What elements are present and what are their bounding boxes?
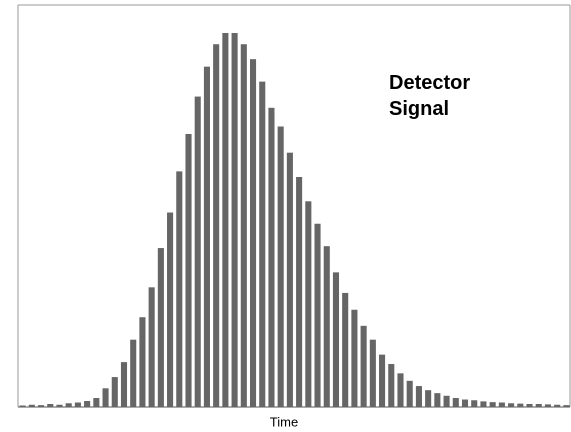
- bar: [268, 107, 275, 408]
- bar: [425, 390, 432, 407]
- bar: [47, 404, 54, 407]
- bar: [93, 398, 100, 407]
- bar: [157, 248, 164, 407]
- bar: [508, 403, 515, 407]
- bar: [231, 33, 238, 407]
- bar: [185, 133, 192, 408]
- bar: [148, 287, 155, 407]
- bar: [526, 404, 533, 407]
- bar: [461, 399, 469, 407]
- bar: [84, 401, 91, 407]
- bar: [498, 402, 505, 407]
- bar: [130, 339, 137, 407]
- bar: [249, 59, 257, 408]
- bar: [259, 81, 266, 408]
- bar: [360, 325, 367, 407]
- bar: [544, 404, 551, 407]
- bar: [332, 272, 340, 407]
- bar: [286, 152, 293, 407]
- bar: [120, 362, 128, 407]
- bar: [213, 44, 220, 407]
- bar: [480, 401, 487, 407]
- bar: [28, 404, 35, 407]
- bar: [65, 403, 72, 407]
- bar: [323, 246, 330, 407]
- bar: [203, 66, 210, 407]
- bar: [397, 373, 404, 407]
- bar: [388, 363, 395, 407]
- bar: [56, 404, 63, 407]
- x-axis-label: Time: [270, 414, 298, 429]
- bar: [369, 339, 376, 407]
- bar: [554, 404, 561, 407]
- bar: [517, 403, 524, 407]
- bar: [342, 292, 349, 407]
- bar: [379, 354, 386, 407]
- bar: [443, 395, 450, 407]
- bar: [74, 402, 81, 407]
- bar: [240, 44, 247, 407]
- bar: [296, 176, 303, 407]
- bar: [434, 393, 441, 407]
- bar: [406, 380, 413, 407]
- bar: [111, 377, 118, 407]
- bar: [471, 400, 478, 407]
- bar: [277, 126, 284, 407]
- bar: [489, 402, 496, 407]
- bar: [194, 96, 201, 407]
- bar: [222, 33, 229, 407]
- bar: [563, 405, 570, 407]
- bar: [38, 405, 45, 407]
- bar: [102, 388, 109, 407]
- chart-title: Detector Signal: [389, 72, 471, 120]
- bar: [139, 317, 146, 407]
- bar: [351, 309, 358, 407]
- bar: [167, 212, 174, 407]
- bar: [314, 223, 321, 407]
- bar: [452, 398, 459, 407]
- bar: [535, 404, 542, 407]
- bar: [305, 201, 312, 407]
- bar: [176, 171, 183, 407]
- bar: [19, 405, 26, 407]
- bar: [415, 386, 422, 407]
